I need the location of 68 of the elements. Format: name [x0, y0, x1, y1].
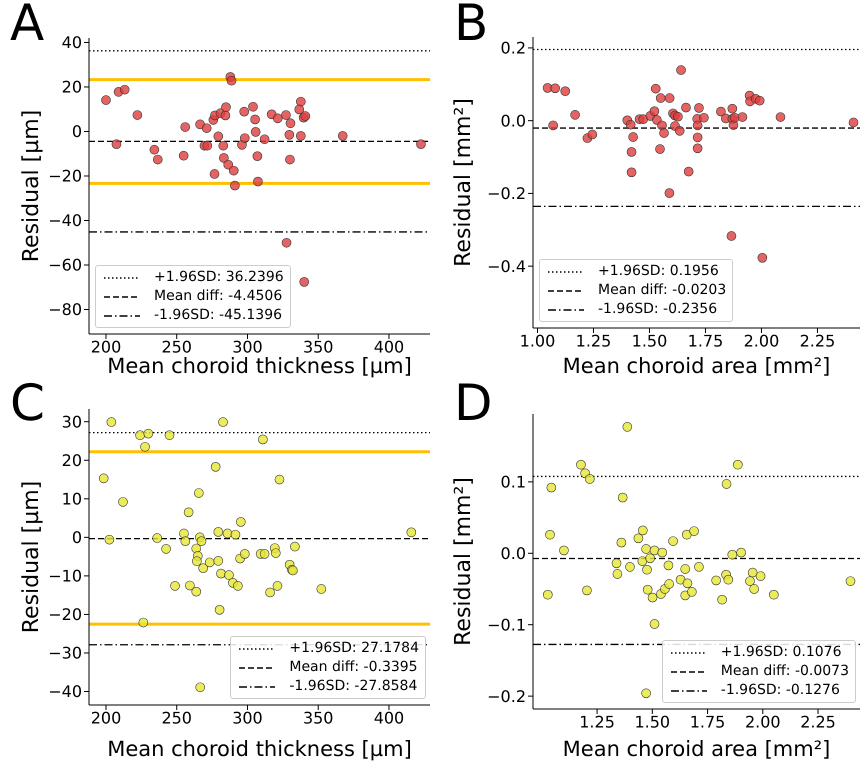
y-tick-label: −80 — [48, 300, 82, 320]
x-axis-title: Mean choroid area [mm²] — [562, 354, 830, 378]
x-tick-label: 200 — [90, 337, 122, 356]
x-tick-label: 1.50 — [634, 712, 670, 732]
y-tick-label: −40 — [48, 682, 82, 702]
y-tick-label: −0.1 — [487, 615, 526, 634]
y-tick-label: 0.1 — [500, 472, 526, 492]
legend-label: -1.96SD: -0.1276 — [720, 681, 840, 700]
x-axis-title: Mean choroid area [mm²] — [562, 737, 830, 761]
y-tick-label: −0.2 — [487, 184, 526, 204]
y-axis-title: Residual [μm] — [18, 110, 44, 262]
y-tick-label: 30 — [62, 412, 82, 432]
x-tick-label: 1.25 — [576, 331, 612, 350]
x-tick-label: 2.00 — [744, 331, 780, 350]
y-tick-label: 0.0 — [500, 544, 526, 563]
y-tick-label: −40 — [48, 211, 82, 230]
chart-title: A — [10, 0, 44, 52]
y-tick-label: −10 — [48, 566, 82, 586]
legend-label: +1.96SD: 0.1956 — [598, 262, 719, 281]
x-tick-label: 2.00 — [744, 712, 781, 732]
x-axis-title: Mean choroid thickness [μm] — [107, 354, 412, 378]
y-tick-label: 20 — [62, 78, 82, 97]
y-tick-label: 0 — [72, 528, 82, 548]
x-tick-label: 1.25 — [579, 712, 615, 732]
x-tick-label: 400 — [374, 708, 404, 728]
legend-label: -1.96SD: -45.1396 — [154, 306, 282, 325]
x-tick-label: 200 — [90, 708, 122, 728]
legend-label: Mean diff: -4.4506 — [154, 287, 282, 306]
x-tick-label: 250 — [161, 708, 192, 728]
legend-label: -1.96SD: -27.8584 — [289, 677, 418, 696]
legend-label: Mean diff: -0.0203 — [598, 281, 726, 300]
y-tick-label: −20 — [48, 605, 82, 624]
x-tick-label: 250 — [161, 337, 192, 356]
y-axis-title: Residual [mm²] — [450, 98, 476, 267]
x-tick-label: 1.50 — [632, 331, 668, 350]
x-tick-label: 350 — [302, 708, 334, 728]
legend-label: +1.96SD: 0.1076 — [720, 643, 842, 662]
chart-title: B — [454, 0, 488, 52]
legend-label: +1.96SD: 27.1784 — [289, 639, 419, 658]
y-tick-label: 0.2 — [500, 38, 526, 58]
y-tick-label: 20 — [62, 450, 82, 470]
y-tick-label: 10 — [62, 489, 82, 508]
x-tick-label: 400 — [374, 337, 404, 356]
y-tick-label: 40 — [62, 33, 82, 52]
chart-title: D — [454, 374, 493, 432]
x-tick-label: 300 — [232, 708, 263, 728]
y-tick-label: −30 — [48, 644, 82, 663]
y-tick-label: −60 — [48, 256, 82, 275]
x-tick-label: 300 — [232, 337, 263, 356]
y-tick-label: −0.4 — [487, 256, 526, 276]
y-axis-title: Residual [μm] — [18, 480, 44, 634]
y-tick-label: 0 — [72, 122, 82, 142]
x-tick-label: 1.00 — [520, 331, 556, 350]
y-tick-label: 0.0 — [500, 111, 526, 130]
x-axis-title: Mean choroid thickness [μm] — [107, 737, 412, 761]
chart-title: C — [10, 374, 45, 432]
x-tick-label: 1.75 — [690, 712, 726, 732]
legend-label: +1.96SD: 36.2396 — [154, 268, 284, 287]
x-tick-label: 350 — [302, 337, 334, 356]
legend-label: Mean diff: -0.3395 — [289, 658, 418, 677]
y-tick-label: −0.2 — [487, 686, 526, 706]
y-axis-title: Residual [mm²] — [450, 477, 476, 646]
x-tick-label: 1.75 — [688, 331, 724, 350]
x-tick-label: 2.25 — [800, 331, 836, 350]
legend-label: -1.96SD: -0.2356 — [598, 300, 718, 319]
x-tick-label: 2.25 — [800, 712, 836, 732]
y-tick-label: −20 — [48, 166, 82, 186]
legend-label: Mean diff: -0.0073 — [720, 662, 849, 681]
